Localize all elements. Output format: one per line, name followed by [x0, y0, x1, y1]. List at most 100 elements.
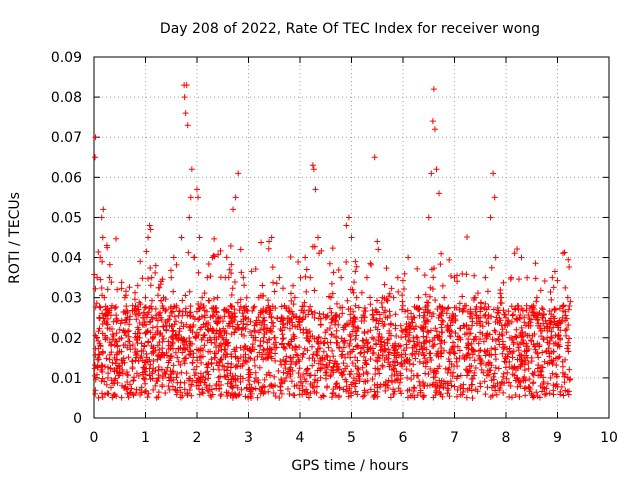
data-point-background	[358, 345, 365, 352]
data-point-background	[141, 318, 148, 325]
data-point-background	[235, 392, 242, 399]
data-point-background	[96, 325, 103, 332]
data-point-background	[453, 393, 460, 400]
data-point-background	[409, 319, 416, 326]
data-point-background	[132, 352, 139, 359]
data-point-background	[420, 360, 427, 367]
data-point-background	[272, 344, 279, 351]
data-point-background	[201, 342, 208, 349]
data-point	[266, 238, 273, 245]
data-point-background	[445, 355, 452, 362]
data-point-background	[148, 314, 155, 321]
data-point-background	[240, 320, 247, 327]
y-tick-label: 0.01	[51, 371, 82, 387]
data-point-background	[534, 322, 541, 329]
data-point-background	[367, 356, 374, 363]
data-point-background	[224, 360, 231, 367]
data-point-background	[377, 347, 384, 354]
data-point-background	[565, 256, 572, 263]
data-point-background	[413, 348, 420, 355]
data-point-background	[361, 392, 368, 399]
data-point-background	[200, 302, 207, 309]
data-point-background	[265, 245, 272, 252]
data-point-background	[499, 332, 506, 339]
data-point-background	[533, 389, 540, 396]
data-point-background	[197, 378, 204, 385]
data-point-background	[420, 333, 427, 340]
data-point-background	[515, 347, 522, 354]
data-point-background	[476, 355, 483, 362]
data-point-background	[281, 361, 288, 368]
data-point-background	[484, 347, 491, 354]
data-point-background	[158, 352, 165, 359]
data-point-background	[269, 264, 276, 271]
data-point	[310, 166, 317, 173]
data-point-background	[530, 394, 537, 401]
x-axis-label: GPS time / hours	[291, 458, 408, 474]
data-point	[146, 222, 153, 229]
data-point	[564, 294, 571, 301]
data-point-background	[123, 307, 130, 314]
data-point-background	[156, 346, 163, 353]
data-point-background	[241, 332, 248, 339]
data-point-background	[162, 307, 169, 314]
data-point-background	[228, 303, 235, 310]
data-point-background	[400, 347, 407, 354]
data-point-background	[429, 285, 436, 292]
data-point	[92, 154, 99, 161]
data-point	[268, 234, 275, 241]
data-point-background	[217, 328, 224, 335]
data-point-background	[386, 330, 393, 337]
data-point-background	[403, 366, 410, 373]
data-point	[182, 110, 189, 117]
data-point-background	[395, 288, 402, 295]
data-point-background	[419, 324, 426, 331]
data-point-background	[210, 295, 217, 302]
data-point-background	[404, 394, 411, 401]
data-point-background	[398, 327, 405, 334]
data-point-background	[488, 264, 495, 271]
data-point-background	[204, 326, 211, 333]
data-point-background	[207, 273, 214, 280]
data-point-background	[541, 278, 548, 285]
data-point-background	[277, 358, 284, 365]
data-point	[429, 118, 436, 125]
data-point	[394, 274, 401, 281]
data-point-background	[477, 380, 484, 387]
data-point-background	[388, 285, 395, 292]
data-point-background	[208, 393, 215, 400]
data-point-background	[132, 289, 139, 296]
data-point-background	[141, 359, 148, 366]
data-point-background	[172, 331, 179, 338]
data-point-background	[223, 330, 230, 337]
data-point-background	[166, 322, 173, 329]
data-point-background	[388, 372, 395, 379]
data-point-background	[345, 306, 352, 313]
data-point-background	[333, 300, 340, 307]
data-point-background	[188, 392, 195, 399]
data-point	[127, 342, 134, 349]
data-point	[204, 274, 211, 281]
data-point-background	[528, 337, 535, 344]
data-point-background	[260, 317, 267, 324]
data-point-background	[404, 307, 411, 314]
data-point-background	[533, 298, 540, 305]
data-point-background	[522, 384, 529, 391]
data-point-background	[397, 372, 404, 379]
data-point-background	[546, 337, 553, 344]
data-point-background	[156, 331, 163, 338]
data-point	[98, 366, 105, 373]
data-point-background	[221, 307, 228, 314]
data-point-background	[242, 393, 249, 400]
data-point-background	[347, 311, 354, 318]
data-point-background	[147, 361, 154, 368]
data-point-background	[445, 304, 452, 311]
data-point-background	[526, 315, 533, 322]
data-point-background	[391, 365, 398, 372]
data-point	[539, 314, 546, 321]
data-point-background	[421, 355, 428, 362]
data-point-background	[254, 394, 261, 401]
data-point-background	[323, 313, 330, 320]
data-point-background	[399, 306, 405, 313]
data-point-background	[537, 287, 544, 294]
